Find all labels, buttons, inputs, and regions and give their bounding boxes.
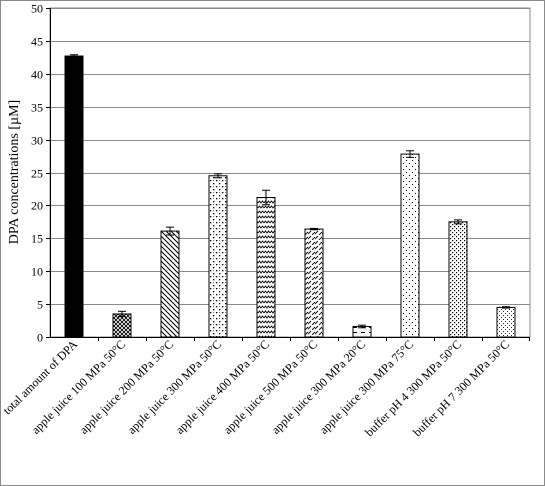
- category-label-2: apple juice 100 MPa 50°C: [29, 337, 129, 437]
- bar-3: [160, 230, 180, 338]
- y-tick-label: 25: [31, 167, 43, 181]
- bar-5: [256, 197, 276, 338]
- y-tick-label: 35: [31, 101, 43, 115]
- y-tick-label: 30: [31, 134, 43, 148]
- bar-1: [64, 55, 84, 338]
- category-label-7: apple juice 300 MPa 20°C: [269, 337, 369, 437]
- bar-9: [448, 221, 468, 338]
- category-label-8: apple juice 300 MPa 75°C: [317, 337, 417, 437]
- y-axis-title: DPA concentrations [µM]: [7, 100, 22, 244]
- y-tick-label: 0: [37, 331, 43, 345]
- bar-4: [208, 175, 228, 338]
- y-tick-label: 50: [31, 2, 43, 16]
- y-tick-label: 20: [31, 199, 43, 213]
- bar-2: [112, 313, 132, 338]
- y-tick-label: 10: [31, 265, 43, 279]
- y-tick-label: 15: [31, 232, 43, 246]
- category-label-10: buffer pH 7 300 MPa 50°C: [410, 337, 512, 439]
- plot-area: [49, 7, 531, 338]
- category-label-5: apple juice 400 MPa 50°C: [173, 337, 273, 437]
- bar-10: [496, 306, 516, 338]
- category-label-3: apple juice 200 MPa 50°C: [77, 337, 177, 437]
- y-tick-label: 45: [31, 35, 43, 49]
- bar-6: [304, 228, 324, 338]
- bar-8: [400, 153, 420, 338]
- y-axis: 0 5 10 15 20 25 30 35 40 45 50: [31, 2, 51, 345]
- y-tick-label: 40: [31, 68, 43, 82]
- y-tick-label: 5: [37, 298, 43, 312]
- category-label-9: buffer pH 4 300 MPa 50°C: [362, 337, 464, 439]
- category-label-6: apple juice 500 MPa 50°C: [221, 337, 321, 437]
- category-label-4: apple juice 300 MPa 50°C: [125, 337, 225, 437]
